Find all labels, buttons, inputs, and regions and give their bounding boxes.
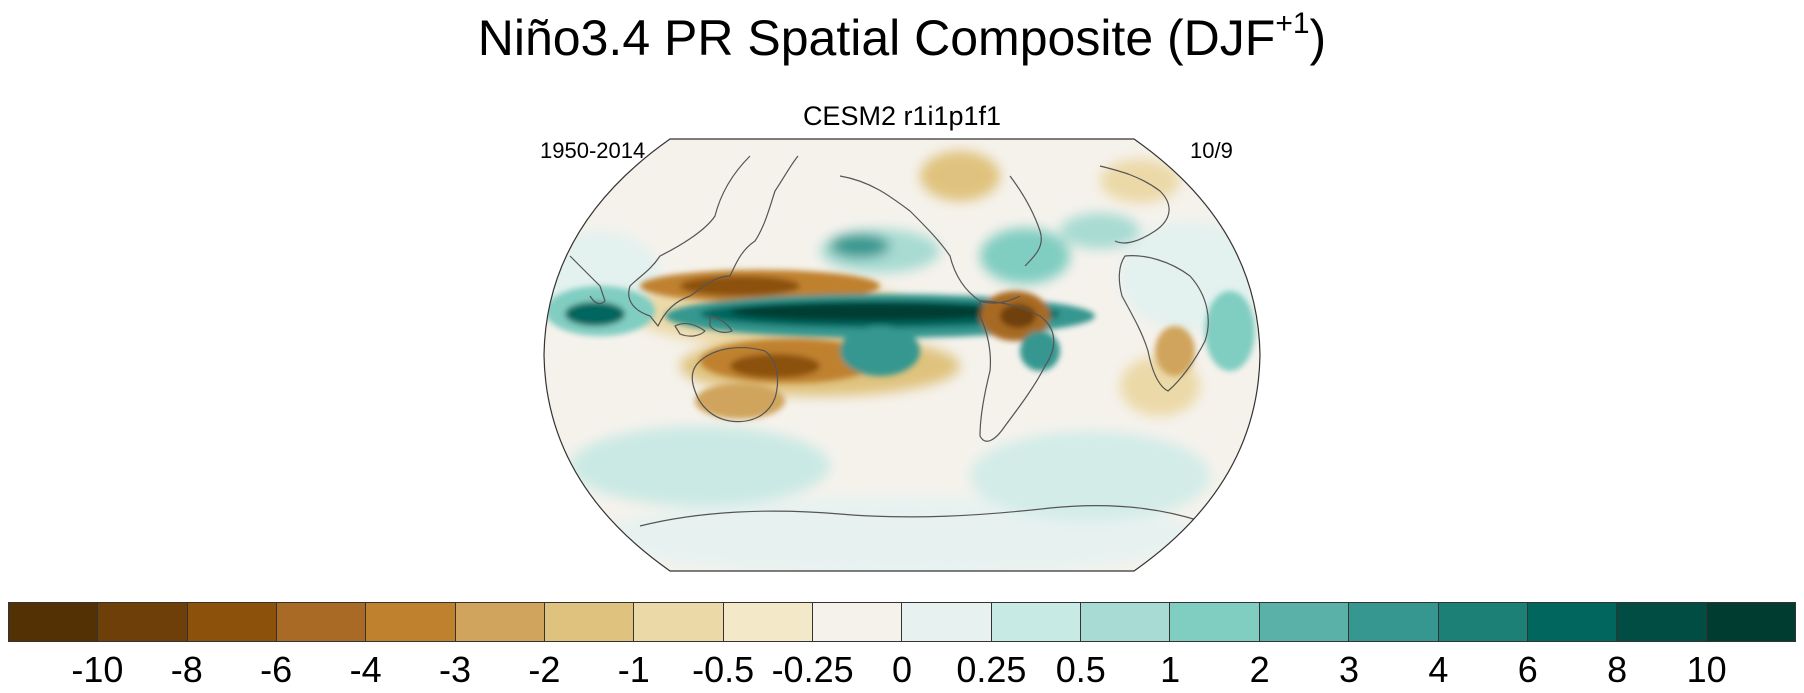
colorbar-tick-label: 10 [1686,649,1727,690]
colorbar-swatch-5 [455,603,546,641]
title-superscript: +1 [1275,7,1310,40]
colorbar-swatch-11 [991,603,1082,641]
colorbar-labels: -10 -8 -6 -4 -3 -2 -1 -0.5 -0.25 0 0.25 0.5 1 2 3 4 6 8 10 [8,650,1796,690]
africa-coast [1118,255,1209,392]
central-pacific-wet [840,326,920,376]
maritime-continent [674,315,733,337]
colorbar-tick-label: 0.5 [1055,649,1106,690]
colorbar-swatch-8 [723,603,814,641]
west-pacific-dry-core [680,276,800,296]
colorbar-tick-label: 8 [1607,649,1628,690]
globe-outline [543,138,1261,572]
colorbar-swatch-19 [1706,603,1795,641]
asia-coast [628,155,799,327]
colorbar-tick-label: -0.5 [692,649,755,690]
colorbar-tick-label: 4 [1428,649,1449,690]
colorbar-tick-label: 1 [1160,649,1181,690]
colorbar-swatch-2 [187,603,278,641]
colorbar-tick-label: 0 [891,649,913,690]
equatorial-pacific-wet-core [730,303,1010,321]
south-america-coast [979,300,1055,442]
title-end: ) [1309,10,1327,66]
precip-anomaly-field [544,139,1260,571]
north-america-coast [839,175,1042,304]
colorbar-swatch-4 [366,603,456,641]
colorbar-swatch-9 [813,603,903,641]
colorbar-swatch-1 [98,603,188,641]
colorbar-swatch-15 [1349,603,1439,641]
india-coast [569,255,606,305]
east-africa-wet [1205,291,1255,371]
southeast-brazil-wet [1020,331,1060,371]
colorbar-swatch-12 [1081,603,1171,641]
global-map [543,138,1261,572]
colorbar-swatch-17 [1527,603,1618,641]
indian-ocean-wet-core [565,302,625,326]
colorbar-tick-label: -8 [170,649,203,690]
colorbar-swatch-14 [1259,603,1350,641]
colorbar-tick-label: 6 [1517,649,1538,690]
gulf-wet [980,228,1070,284]
north-atlantic-wet [1060,213,1140,249]
antarctica-coast [639,505,1201,527]
colorbar-tick-label: -4 [349,649,382,690]
north-pacific-wet-core [830,234,890,258]
colorbar-tick-label: -0.25 [771,649,854,690]
figure-title: Niño3.4 PR Spatial Composite (DJF+1) [0,8,1804,68]
colorbar-swatch-7 [634,603,724,641]
colorbar-tick-label: -2 [528,649,561,690]
event-count-label: 10/9 [1190,138,1233,163]
colorbar-swatch-18 [1617,603,1707,641]
colorbar-swatch-6 [545,603,635,641]
colorbar-swatch-10 [902,603,992,641]
model-subtitle: CESM2 r1i1p1f1 [802,101,1002,131]
colorbar-tick-label: 0.25 [956,649,1027,690]
coastlines [569,155,1209,527]
southern-indian-wet [570,426,830,506]
north-america-dry [920,151,1000,201]
south-atlantic-wet [970,431,1210,521]
colorbar-tick-label: 3 [1338,649,1360,690]
colorbar-tick-label: -1 [617,649,650,690]
colorbar-tick-label: -3 [438,649,472,690]
period-label: 1950-2014 [540,138,646,163]
colorbar [8,602,1796,642]
colorbar-swatch-13 [1170,603,1260,641]
title-main: Niño3.4 PR Spatial Composite (DJF [477,10,1276,66]
australia-coast [691,346,779,423]
colorbar-swatch-16 [1438,603,1528,641]
europe-coast [1099,165,1170,244]
colorbar-tick-label: 2 [1249,649,1270,690]
europe-dry [1100,159,1180,203]
colorbar-swatch-0 [9,603,99,641]
colorbar-tick-label: -6 [260,649,293,690]
southern-africa-dry [1155,326,1195,376]
colorbar-swatch-3 [277,603,367,641]
core-anomalies [545,270,1255,419]
colorbar-tick-label: -10 [71,649,124,690]
australia-dry [695,383,785,419]
